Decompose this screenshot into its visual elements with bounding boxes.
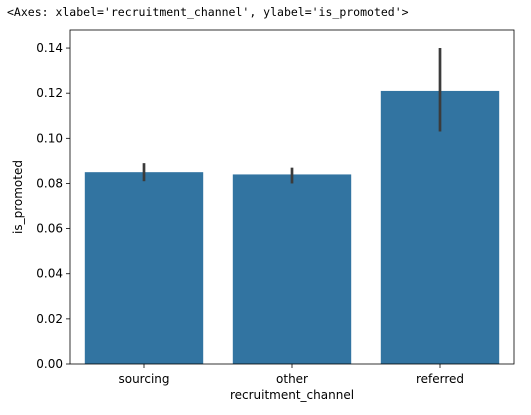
x-axis-ticks: sourcing other referred xyxy=(118,364,464,386)
x-axis-label: recruitment_channel xyxy=(230,388,354,402)
y-tick-label-4: 0.08 xyxy=(36,176,63,190)
bar-sourcing xyxy=(84,172,204,364)
bar-other xyxy=(232,174,352,364)
y-axis-label: is_promoted xyxy=(11,160,25,234)
x-tick-label-sourcing: sourcing xyxy=(118,372,169,386)
error-bars-group xyxy=(142,48,442,184)
y-tick-label-7: 0.14 xyxy=(36,41,63,55)
bars-group xyxy=(84,90,500,364)
y-tick-label-5: 0.10 xyxy=(36,131,63,145)
y-tick-label-3: 0.06 xyxy=(36,222,63,236)
output-repr-text: <Axes: xlabel='recruitment_channel', yla… xyxy=(7,5,409,19)
y-axis-ticks: 0.00 0.02 0.04 0.06 0.08 0.10 0.12 0.14 xyxy=(36,41,70,371)
bar-referred xyxy=(380,90,500,364)
x-tick-label-referred: referred xyxy=(416,372,464,386)
x-tick-label-other: other xyxy=(276,372,308,386)
y-tick-label-2: 0.04 xyxy=(36,267,63,281)
y-tick-label-1: 0.02 xyxy=(36,312,63,326)
y-tick-label-6: 0.12 xyxy=(36,86,63,100)
y-tick-label-0: 0.00 xyxy=(36,357,63,371)
